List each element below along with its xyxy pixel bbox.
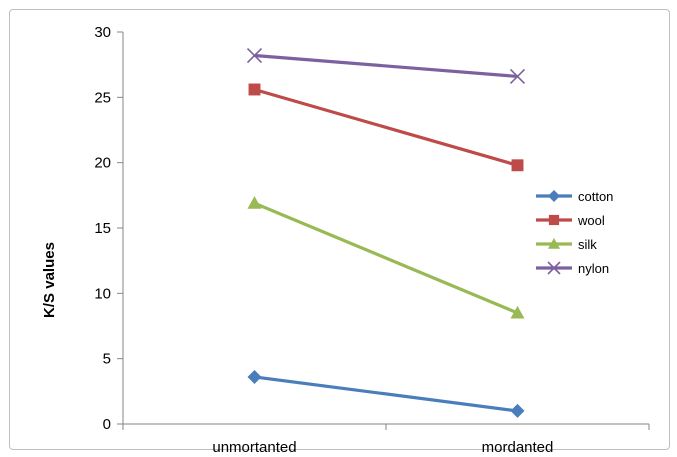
series-line-nylon [254,53,518,79]
legend-label: nylon [578,261,609,276]
series-cotton [247,369,525,418]
legend-marker-stroke-b [547,261,561,275]
y-tick-label: 15 [94,220,111,237]
x-tick-label: mordanted [482,439,554,456]
data-point-nylon [246,47,263,64]
y-tick-label: 5 [103,351,111,368]
legend-label: cotton [578,189,613,204]
legend-item-silk: silk [536,237,597,252]
legend-label: silk [578,237,597,252]
series-line-wool [254,87,518,167]
series-line-cotton [254,375,518,413]
data-point-wool [511,159,524,172]
legend-marker [548,214,560,226]
y-tick-label: 30 [94,24,111,41]
y-axis-title: K/S values [41,242,58,318]
y-tick-label: 0 [103,416,111,433]
legend-label: wool [577,213,605,228]
x-axis: unmortanted mordanted [122,423,650,456]
data-point-cotton [247,369,262,384]
legend-marker [547,261,561,275]
data-point-silk [247,196,262,209]
legend-marker [548,238,560,249]
legend-item-wool: wool [536,213,605,228]
data-point-nylon [509,68,526,84]
data-point-silk [510,305,525,319]
legend-marker [548,190,560,202]
data-point-nylon-stroke-b [509,68,526,84]
y-axis: 0 5 10 15 20 25 30 [94,24,124,433]
data-point-nylon-stroke-b [246,47,263,64]
y-tick-label: 20 [94,155,111,172]
legend-item-cotton: cotton [536,189,613,204]
y-tick-label: 25 [94,89,111,106]
series-nylon [246,47,526,84]
data-point-wool [248,83,261,96]
legend: cotton wool silk nylon [536,189,613,276]
y-tick-label: 10 [94,285,111,302]
series-layer [246,47,526,418]
series-silk [247,196,525,319]
series-wool [248,83,524,172]
legend-item-nylon: nylon [536,261,609,276]
chart-frame [9,9,670,450]
x-tick-label: unmortanted [212,439,296,456]
series-line-silk [253,201,519,315]
data-point-cotton [510,403,525,418]
